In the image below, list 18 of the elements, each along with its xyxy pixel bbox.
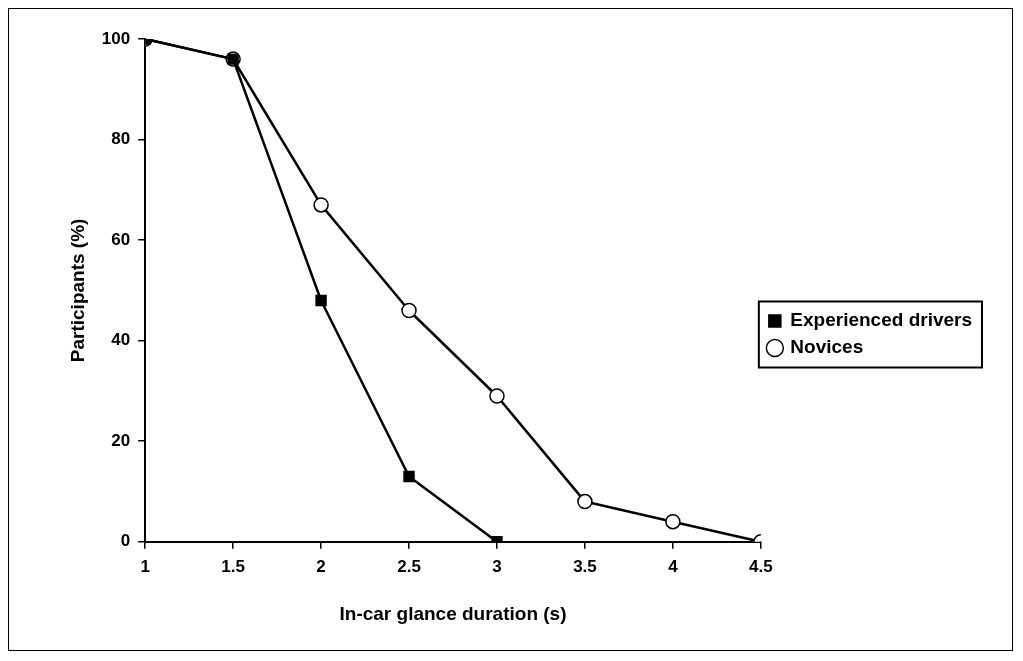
y-tick-label: 40 [111,330,131,350]
y-axis-title: Participants (%) [66,218,88,363]
legend-label: Experienced drivers [790,309,973,331]
y-tick-label: 100 [101,28,131,48]
legend-label: Novices [790,336,864,358]
y-tick-label: 0 [120,531,131,551]
x-tick-label: 2.5 [397,556,421,576]
x-tick-label: 1 [140,556,150,576]
y-tick-label: 60 [111,229,131,249]
x-tick-label: 4.5 [749,556,773,576]
x-tick-label: 3.5 [573,556,597,576]
x-tick-label: 3 [492,556,502,576]
x-tick-label: 2 [316,556,326,576]
y-tick-label: 80 [111,129,131,149]
x-tick-label: 1.5 [221,556,245,576]
y-tick-label: 20 [111,430,131,450]
x-tick-label: 4 [668,556,679,576]
x-axis-title: In-car glance duration (s) [339,602,567,624]
